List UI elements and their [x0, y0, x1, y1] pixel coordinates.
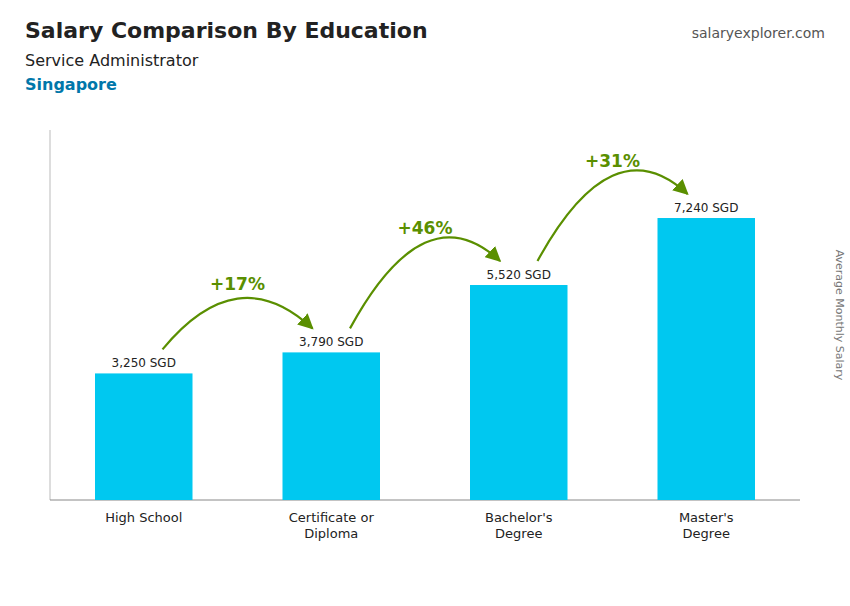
category-label-line: Degree	[495, 526, 542, 541]
site-credit: salaryexplorer.com	[692, 25, 825, 41]
bar	[283, 352, 381, 500]
category-label-line: High School	[105, 510, 182, 525]
change-label: +17%	[210, 274, 265, 294]
bar	[470, 285, 568, 500]
change-arrow	[163, 298, 313, 349]
chart: Salary Comparison By Education Service Ad…	[0, 0, 850, 606]
change-arrow	[350, 237, 500, 328]
value-label: 3,790 SGD	[299, 335, 363, 349]
category-label-line: Bachelor's	[485, 510, 553, 525]
title: Salary Comparison By Education	[25, 18, 428, 43]
value-label: 5,520 SGD	[487, 268, 551, 282]
bar	[95, 373, 193, 500]
bar	[658, 218, 756, 500]
category-label: Certificate orDiploma	[289, 510, 375, 541]
y-axis-line	[50, 130, 51, 500]
change-arrow	[538, 170, 688, 261]
category-label: Bachelor'sDegree	[485, 510, 553, 541]
change-label: +46%	[398, 218, 453, 238]
category-label-line: Certificate or	[289, 510, 375, 525]
category-label-line: Degree	[683, 526, 730, 541]
location: Singapore	[25, 75, 117, 94]
value-label: 7,240 SGD	[674, 201, 738, 215]
category-label-line: Diploma	[304, 526, 358, 541]
bars	[95, 218, 755, 500]
category-label: Master'sDegree	[679, 510, 734, 541]
category-label: High School	[105, 510, 182, 525]
value-label: 3,250 SGD	[112, 356, 176, 370]
category-label-line: Master's	[679, 510, 734, 525]
y-axis-label: Average Monthly Salary	[833, 250, 846, 381]
change-label: +31%	[585, 151, 640, 171]
subtitle: Service Administrator	[25, 51, 199, 70]
